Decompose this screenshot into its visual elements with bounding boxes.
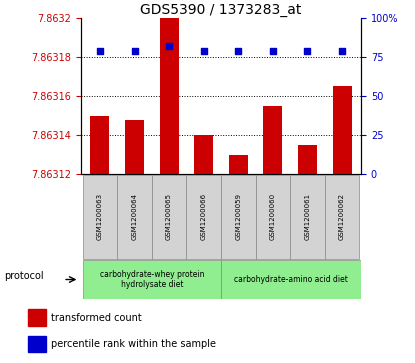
Text: GSM1200060: GSM1200060 xyxy=(270,193,276,240)
Text: GSM1200063: GSM1200063 xyxy=(97,193,103,240)
FancyBboxPatch shape xyxy=(290,175,325,259)
Text: GSM1200065: GSM1200065 xyxy=(166,193,172,240)
FancyBboxPatch shape xyxy=(186,175,221,259)
Point xyxy=(131,48,138,54)
Bar xyxy=(229,155,248,174)
Text: GSM1200062: GSM1200062 xyxy=(339,193,345,240)
FancyBboxPatch shape xyxy=(117,175,152,259)
Point xyxy=(270,48,276,54)
FancyBboxPatch shape xyxy=(325,175,359,259)
Text: carbohydrate-whey protein
hydrolysate diet: carbohydrate-whey protein hydrolysate di… xyxy=(100,270,204,289)
FancyBboxPatch shape xyxy=(221,260,361,299)
Bar xyxy=(298,145,317,174)
Point xyxy=(200,48,207,54)
FancyBboxPatch shape xyxy=(221,175,256,259)
Point xyxy=(304,48,311,54)
FancyBboxPatch shape xyxy=(83,260,221,299)
Text: GSM1200066: GSM1200066 xyxy=(201,193,207,240)
FancyBboxPatch shape xyxy=(83,175,117,259)
Title: GDS5390 / 1373283_at: GDS5390 / 1373283_at xyxy=(140,3,302,17)
Point xyxy=(339,48,345,54)
Bar xyxy=(194,135,213,174)
Text: GSM1200061: GSM1200061 xyxy=(305,193,310,240)
Bar xyxy=(90,116,110,174)
Point xyxy=(166,43,173,49)
Text: GSM1200064: GSM1200064 xyxy=(132,193,137,240)
Text: carbohydrate-amino acid diet: carbohydrate-amino acid diet xyxy=(234,275,348,284)
Bar xyxy=(125,120,144,174)
Bar xyxy=(28,336,46,352)
Point xyxy=(235,48,242,54)
Text: percentile rank within the sample: percentile rank within the sample xyxy=(51,339,217,349)
Text: GSM1200059: GSM1200059 xyxy=(235,193,241,240)
FancyBboxPatch shape xyxy=(152,175,186,259)
Text: transformed count: transformed count xyxy=(51,313,142,323)
Bar xyxy=(28,309,46,326)
Text: protocol: protocol xyxy=(4,270,44,281)
Bar xyxy=(160,18,178,174)
Bar xyxy=(332,86,352,174)
FancyBboxPatch shape xyxy=(256,175,290,259)
Point xyxy=(97,48,103,54)
Bar xyxy=(264,106,282,174)
